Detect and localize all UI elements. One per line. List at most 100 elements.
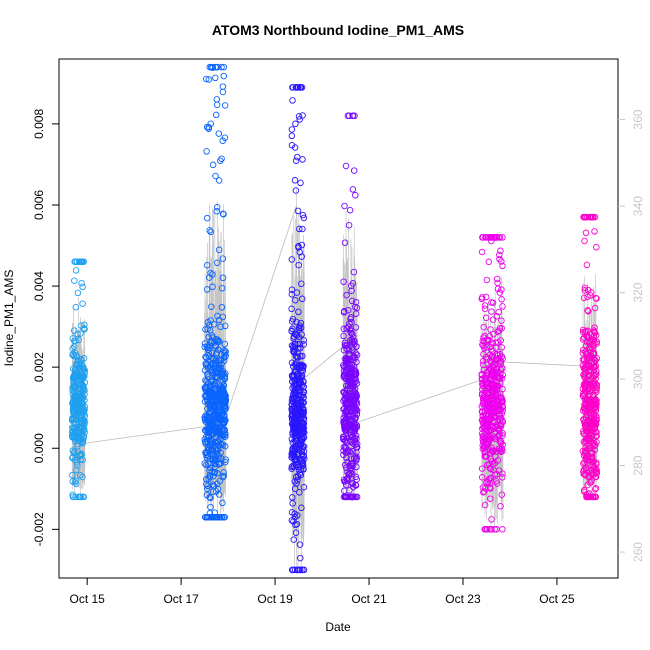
data-point — [480, 351, 487, 358]
data-point — [77, 472, 84, 479]
data-point — [492, 344, 500, 351]
data-point — [206, 473, 214, 481]
data-point — [295, 261, 302, 269]
data-point — [290, 371, 297, 378]
data-point — [593, 432, 600, 440]
data-point — [222, 458, 229, 466]
data-point — [221, 340, 229, 348]
data-point — [296, 84, 304, 91]
data-point — [583, 261, 591, 269]
data-point — [346, 327, 354, 334]
data-point — [220, 472, 228, 480]
data-point — [345, 221, 353, 229]
data-point — [79, 283, 86, 291]
data-point — [71, 337, 78, 345]
data-point — [498, 296, 505, 303]
data-point — [487, 426, 495, 434]
data-point — [481, 448, 488, 456]
data-point — [288, 372, 296, 379]
data-point — [212, 74, 219, 82]
data-point — [213, 101, 221, 109]
data-point — [81, 321, 88, 329]
data-point — [78, 403, 86, 411]
data-point — [479, 341, 486, 348]
data-point — [292, 187, 300, 194]
data-point — [499, 432, 506, 439]
data-point — [579, 447, 587, 455]
data-point — [481, 488, 488, 495]
data-point — [493, 275, 501, 283]
data-point — [214, 470, 221, 477]
data-point — [491, 234, 498, 241]
data-point — [487, 485, 494, 492]
data-point — [207, 439, 214, 446]
data-point — [587, 478, 595, 486]
data-point — [340, 332, 347, 340]
data-point — [289, 494, 296, 501]
data-point — [69, 428, 77, 435]
data-point — [289, 97, 296, 104]
data-point — [72, 477, 80, 485]
data-point — [349, 413, 357, 420]
y-tick-label: 0.008 — [32, 109, 46, 139]
data-point — [479, 432, 486, 440]
data-point — [353, 476, 360, 483]
data-point — [589, 383, 597, 391]
data-point — [489, 448, 497, 456]
data-point — [204, 325, 211, 333]
data-point — [71, 349, 79, 356]
data-point — [489, 422, 496, 430]
data-point — [580, 470, 588, 478]
data-point — [207, 390, 214, 397]
data-point — [288, 256, 296, 263]
data-point — [347, 315, 354, 323]
data-point — [219, 426, 226, 433]
data-point — [342, 493, 349, 501]
data-point — [220, 347, 228, 354]
data-point — [213, 259, 221, 267]
series-1 — [68, 258, 89, 501]
data-point — [341, 239, 349, 246]
data-point — [220, 63, 228, 71]
data-point — [80, 258, 87, 265]
data-point — [294, 512, 301, 519]
data-point — [77, 258, 85, 265]
data-point — [80, 365, 87, 373]
data-point — [215, 316, 223, 324]
data-point — [489, 347, 496, 355]
data-point — [349, 112, 356, 120]
data-point — [342, 408, 349, 415]
data-point — [483, 276, 491, 284]
data-point — [291, 409, 299, 416]
data-point — [491, 459, 499, 467]
data-point — [292, 379, 299, 387]
data-point — [205, 322, 213, 329]
data-point — [590, 364, 598, 371]
data-point — [498, 258, 505, 265]
data-point — [346, 206, 354, 214]
data-point — [78, 381, 86, 388]
data-point — [298, 295, 306, 303]
data-point — [592, 404, 600, 411]
data-point — [584, 307, 591, 314]
data-point — [204, 482, 211, 490]
data-point — [340, 346, 348, 354]
data-point — [479, 396, 487, 404]
data-point — [295, 333, 303, 341]
data-point — [353, 443, 360, 451]
data-point — [580, 373, 588, 380]
data-point — [341, 339, 349, 347]
data-point — [216, 513, 223, 521]
data-point — [486, 480, 493, 487]
data-point — [80, 387, 87, 394]
data-point — [79, 300, 86, 307]
data-point — [488, 526, 495, 533]
data-point — [222, 322, 229, 330]
data-point — [485, 435, 492, 442]
data-point — [207, 120, 215, 127]
data-point — [343, 454, 350, 462]
data-point — [75, 336, 82, 344]
data-point — [480, 489, 487, 496]
series-4 — [339, 112, 361, 501]
